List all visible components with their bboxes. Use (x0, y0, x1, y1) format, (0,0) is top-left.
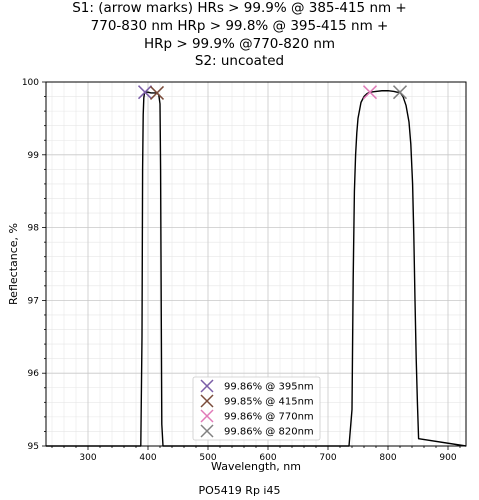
y-axis-label: Reflectance, % (7, 223, 20, 305)
y-tick-label: 97 (28, 296, 39, 306)
legend-marker-icon (200, 394, 214, 408)
y-tick-label: 95 (28, 442, 39, 452)
x-axis-label: Wavelength, nm (211, 460, 301, 473)
y-tick-label: 100 (22, 78, 39, 88)
chart-title-line-1: S1: (arrow marks) HRs > 99.9% @ 385-415 … (72, 0, 407, 16)
y-tick-label: 99 (28, 151, 40, 161)
legend-box (192, 376, 321, 441)
chart-title-line-4: S2: uncoated (194, 53, 285, 69)
data-marker-x (392, 85, 408, 100)
plot-area (46, 85, 467, 447)
x-tick-label: 300 (79, 453, 96, 463)
x-tick-label: 700 (319, 453, 336, 463)
legend: 99.86% @ 395nm 99.85% @ 415nm 99.86% @ 770… (192, 376, 321, 441)
x-tick-label: 800 (379, 453, 396, 463)
legend-marker-icon (200, 409, 214, 423)
legend-marker-icon (200, 379, 214, 393)
axes: 300 400 500 600 700 800 900 95 96 97 98 99 100 (22, 78, 467, 463)
legend-entry-label: 99.86% @ 820nm (224, 427, 314, 438)
y-tick-label: 98 (28, 224, 40, 234)
chart-title-line-3: HRp > 99.9% @770-820 nm (143, 36, 336, 52)
x-tick-label: 500 (199, 453, 216, 463)
x-tick-label: 600 (259, 453, 276, 463)
x-tick-label: 900 (439, 453, 456, 463)
x-tick-label: 400 (139, 453, 156, 463)
data-marker-x (149, 85, 165, 100)
data-marker-x (137, 85, 153, 100)
chart-title-line-2: 770-830 nm HRp > 99.8% @ 395-415 nm + (90, 18, 389, 34)
legend-marker-icon (200, 424, 214, 438)
data-marker-x (362, 85, 378, 100)
legend-entry-label: 99.86% @ 395nm (224, 382, 314, 393)
legend-entry-label: 99.86% @ 770nm (224, 412, 314, 423)
footer-caption: PO5419 Rp i45 (198, 484, 281, 497)
legend-entry-label: 99.85% @ 415nm (224, 397, 314, 408)
y-tick-label: 96 (28, 369, 40, 379)
